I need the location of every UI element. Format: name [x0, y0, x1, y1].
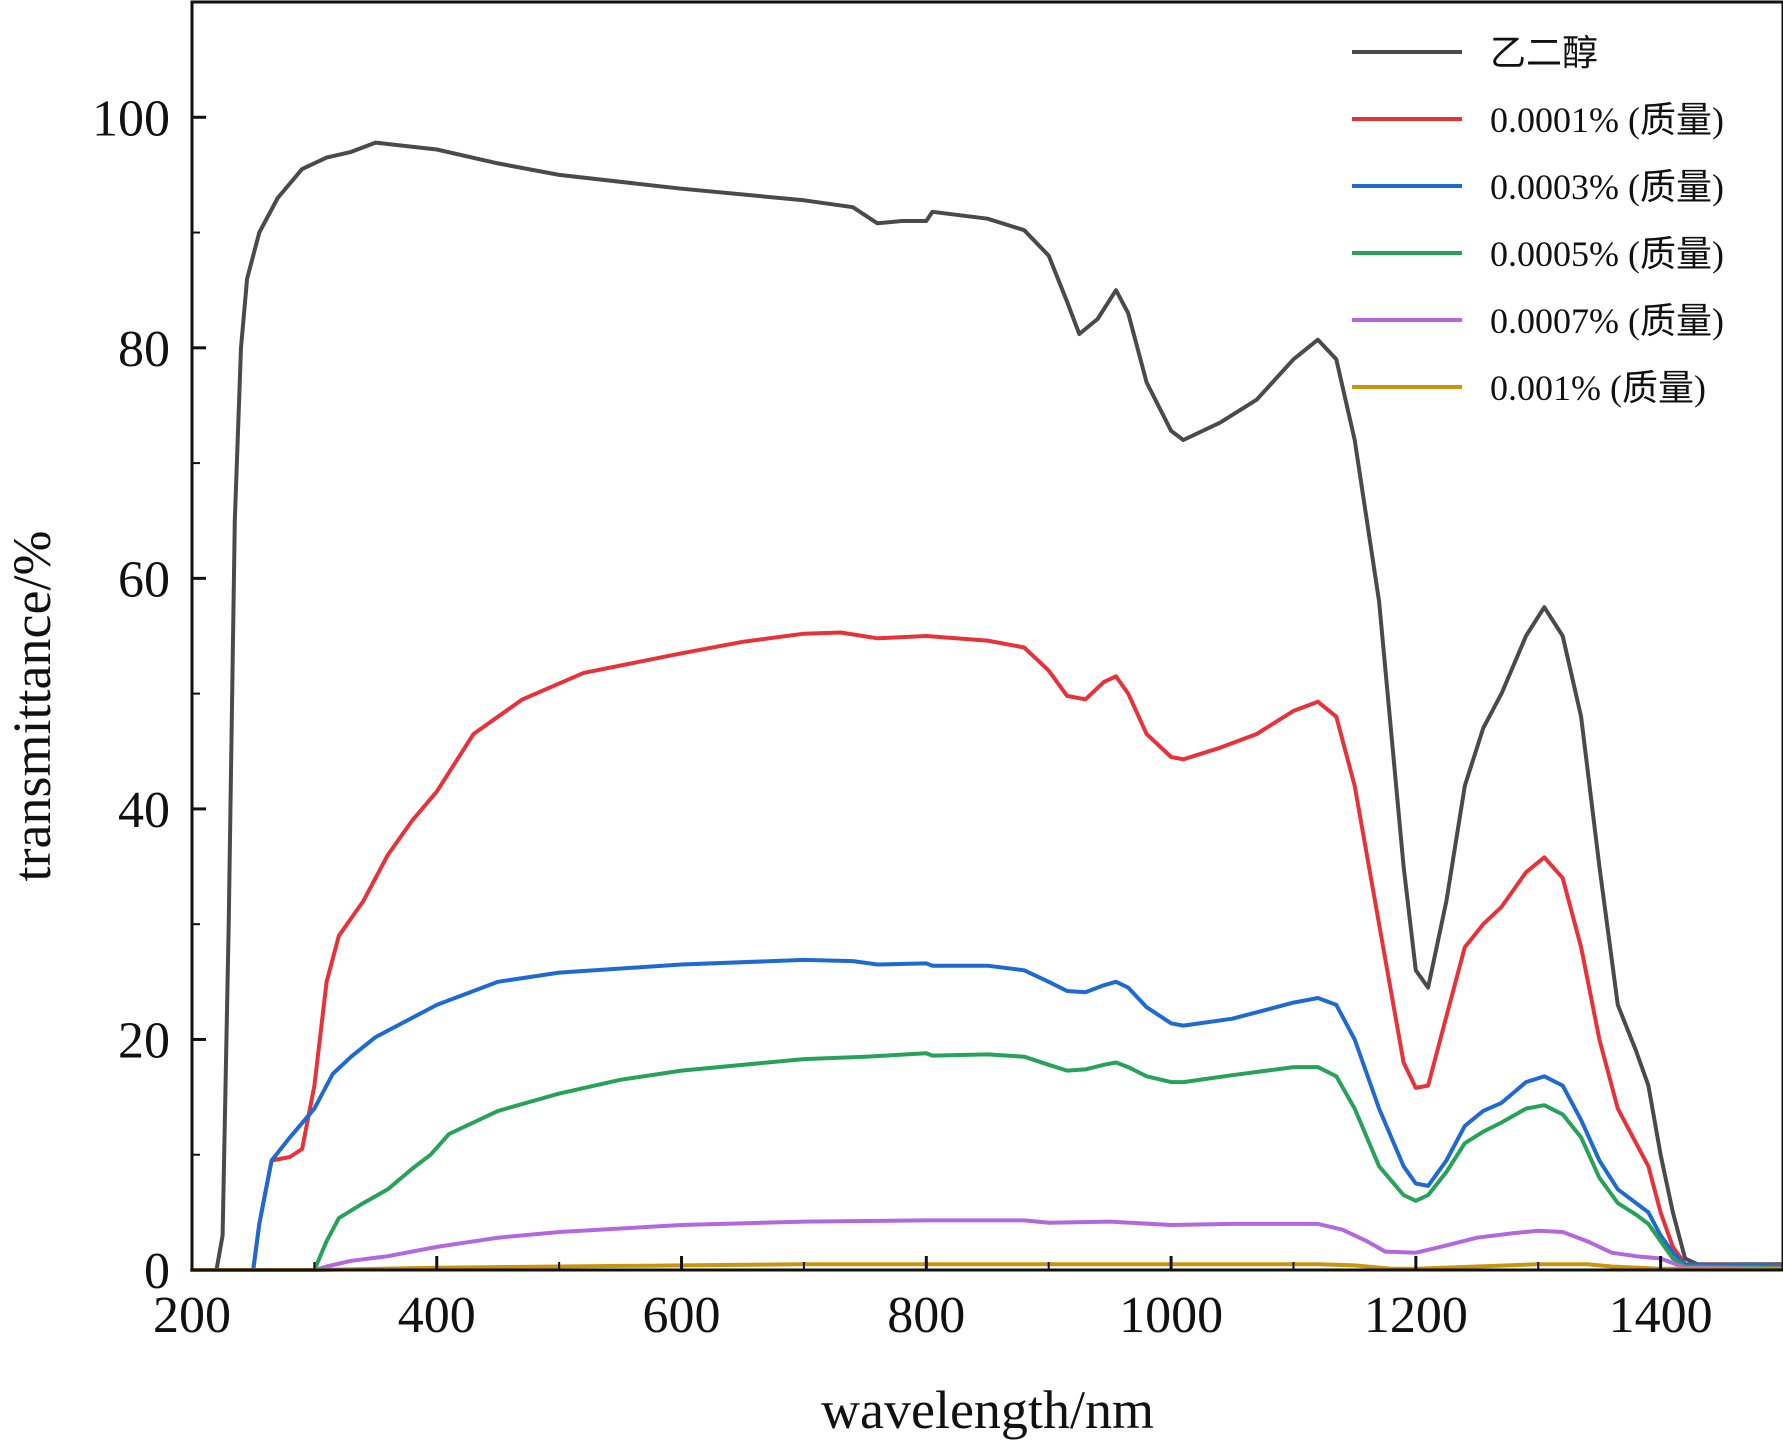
y-tick-label: 80 [118, 321, 170, 378]
x-tick-label: 1200 [1364, 1287, 1468, 1344]
x-tick-label: 600 [643, 1287, 721, 1344]
x-tick-label: 800 [887, 1287, 965, 1344]
legend-label: 0.0003% (质量) [1490, 167, 1724, 207]
axes-layer [190, 0, 1783, 1272]
series-line-3 [190, 957, 1783, 1272]
legend-label: 0.0007% (质量) [1490, 301, 1724, 341]
x-tick-label: 400 [398, 1287, 476, 1344]
x-axis-title: wavelength/nm [821, 1380, 1154, 1440]
y-axis-title: transmittance/% [2, 531, 62, 882]
legend-label: 乙二醇 [1490, 33, 1598, 73]
y-tick-label: 40 [118, 782, 170, 839]
y-tick-label: 0 [144, 1243, 170, 1300]
legend-label: 0.0005% (质量) [1490, 234, 1724, 274]
plot-frame [190, 0, 1783, 1272]
series-line-4 [190, 1051, 1783, 1272]
series-line-5 [190, 1218, 1783, 1272]
y-tick-label: 60 [118, 551, 170, 608]
y-tick-label: 100 [92, 90, 170, 147]
ticks-layer: 200 400 600 800 1000 1200 1400 0 20 40 60 80 100 [92, 90, 1713, 1344]
series-line-2 [190, 630, 1783, 1272]
legend-label: 0.001% (质量) [1490, 368, 1706, 408]
x-tick-label: 1400 [1609, 1287, 1713, 1344]
y-tick-label: 20 [118, 1012, 170, 1069]
x-tick-label: 1000 [1119, 1287, 1223, 1344]
x-tick-label: 200 [153, 1287, 231, 1344]
legend-label: 0.0001% (质量) [1490, 100, 1724, 140]
series-line-1 [190, 140, 1783, 1272]
legend: 乙二醇 0.0001% (质量) 0.0003% (质量) 0.0005% (质量) 0… [1352, 33, 1724, 408]
